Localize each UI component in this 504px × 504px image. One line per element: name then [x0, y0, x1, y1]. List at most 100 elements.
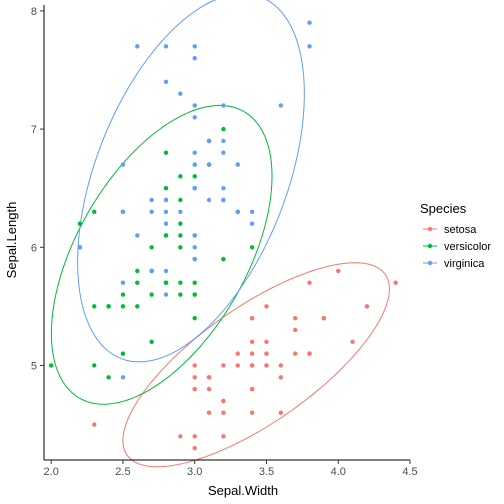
point-setosa	[249, 339, 255, 345]
point-versicolor	[178, 292, 183, 297]
point-virginica	[178, 209, 183, 215]
point-setosa	[307, 351, 312, 356]
point-virginica	[178, 91, 183, 96]
point-setosa	[350, 339, 355, 345]
legend-key-point-versicolor	[427, 243, 433, 249]
point-virginica	[163, 197, 169, 203]
x-tick-label: 3.5	[259, 466, 274, 478]
point-setosa	[221, 410, 226, 415]
point-setosa	[321, 315, 327, 321]
point-setosa	[278, 363, 284, 368]
point-versicolor	[178, 233, 183, 238]
point-setosa	[192, 363, 197, 368]
point-virginica	[192, 44, 197, 49]
point-versicolor	[149, 339, 154, 345]
legend-label-virginica: virginica	[444, 258, 485, 270]
point-setosa	[278, 375, 284, 380]
point-versicolor	[192, 280, 197, 285]
point-virginica	[163, 268, 169, 274]
point-virginica	[149, 197, 154, 203]
point-setosa	[278, 410, 284, 415]
x-tick-label: 2.5	[115, 466, 130, 478]
point-versicolor	[163, 185, 169, 191]
point-versicolor	[149, 245, 154, 250]
point-virginica	[149, 268, 154, 274]
point-virginica	[192, 233, 197, 238]
x-tick-label: 3.0	[187, 466, 202, 478]
x-tick-label: 4.5	[402, 466, 417, 478]
data-points	[48, 20, 398, 451]
x-axis-title: Sepal.Width	[208, 483, 278, 498]
point-virginica	[149, 209, 154, 215]
point-versicolor	[163, 233, 169, 238]
point-virginica	[307, 20, 312, 25]
point-virginica	[192, 185, 197, 191]
point-virginica	[235, 162, 240, 167]
point-versicolor	[120, 292, 126, 297]
point-versicolor	[178, 221, 183, 226]
point-setosa	[249, 386, 255, 392]
point-virginica	[206, 197, 212, 203]
point-virginica	[192, 55, 197, 61]
point-setosa	[221, 398, 226, 404]
legend-key-point-virginica	[427, 260, 433, 266]
point-virginica	[77, 245, 83, 250]
point-setosa	[206, 410, 212, 415]
point-versicolor	[178, 197, 183, 203]
legend-items: setosa versicolor virginica	[423, 224, 491, 270]
point-versicolor	[149, 292, 154, 297]
point-setosa	[192, 434, 197, 439]
point-versicolor	[120, 351, 126, 356]
point-setosa	[221, 434, 226, 439]
point-virginica	[120, 162, 126, 167]
point-versicolor	[221, 126, 226, 132]
point-versicolor	[92, 304, 97, 309]
point-versicolor	[192, 315, 197, 321]
point-virginica	[192, 245, 197, 250]
x-tick-label: 2.0	[44, 466, 59, 478]
point-versicolor	[135, 280, 140, 285]
point-setosa	[235, 351, 240, 356]
plot-area	[48, 0, 398, 468]
point-setosa	[221, 363, 226, 368]
ellipse-virginica	[77, 0, 305, 363]
point-setosa	[249, 351, 255, 356]
point-versicolor	[48, 363, 54, 368]
point-versicolor	[92, 363, 97, 368]
point-versicolor	[106, 304, 111, 309]
y-tick-label: 5	[31, 360, 37, 372]
point-versicolor	[106, 375, 111, 380]
point-virginica	[120, 375, 126, 380]
point-setosa	[235, 363, 240, 368]
point-virginica	[163, 209, 169, 215]
point-setosa	[178, 434, 183, 439]
point-virginica	[206, 162, 212, 167]
point-virginica	[221, 185, 226, 191]
point-versicolor	[120, 304, 126, 309]
point-versicolor	[163, 280, 169, 285]
point-virginica	[192, 256, 197, 262]
legend-title: Species	[420, 201, 467, 216]
point-virginica	[278, 103, 284, 108]
point-virginica	[221, 138, 226, 144]
point-versicolor	[192, 174, 197, 179]
point-versicolor	[178, 174, 183, 179]
point-setosa	[249, 363, 255, 368]
point-setosa	[192, 445, 197, 451]
point-virginica	[221, 103, 226, 108]
point-virginica	[206, 138, 212, 144]
point-setosa	[292, 327, 298, 333]
point-setosa	[264, 304, 269, 309]
point-virginica	[135, 44, 140, 49]
y-axis: 5 6 7 8	[31, 5, 45, 460]
point-virginica	[235, 209, 240, 215]
legend-label-versicolor: versicolor	[444, 241, 491, 253]
point-virginica	[120, 209, 126, 215]
point-virginica	[120, 280, 126, 285]
point-versicolor	[77, 221, 83, 226]
point-versicolor	[178, 245, 183, 250]
point-versicolor	[221, 256, 226, 262]
point-setosa	[307, 280, 312, 285]
point-setosa	[292, 315, 298, 321]
